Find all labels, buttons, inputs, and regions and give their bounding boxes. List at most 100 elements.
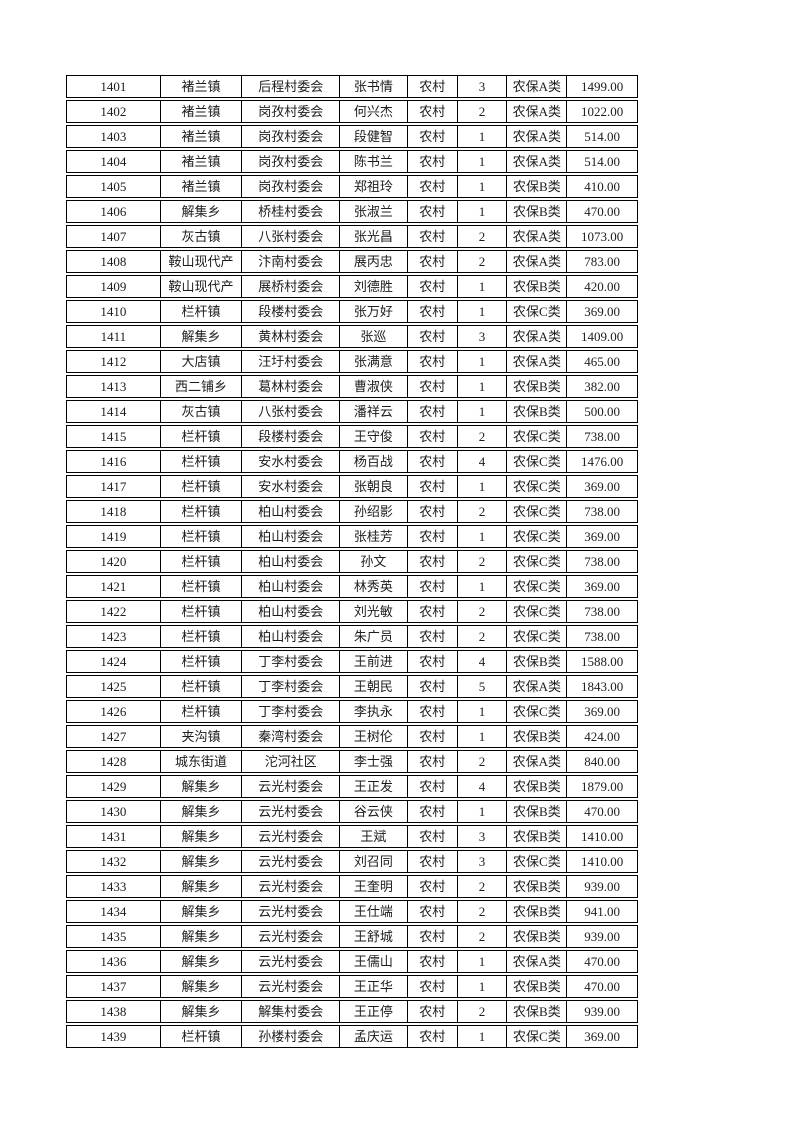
cell-person-name: 王舒城 xyxy=(340,926,408,947)
cell-person-name: 张朝良 xyxy=(340,476,408,497)
cell-person-name: 王儒山 xyxy=(340,951,408,972)
cell-residence-type: 农村 xyxy=(408,226,458,247)
cell-residence-type: 农村 xyxy=(408,526,458,547)
cell-serial-number: 1423 xyxy=(67,626,161,647)
cell-residence-type: 农村 xyxy=(408,276,458,297)
cell-town-name: 灰古镇 xyxy=(161,401,243,422)
cell-amount: 738.00 xyxy=(584,604,621,619)
cell-person-count: 1 xyxy=(458,976,508,997)
cell-insurance-category: 农保A类 xyxy=(507,351,568,372)
cell-person-count: 1 xyxy=(458,576,508,597)
cell-town-name: 栏杆镇 xyxy=(161,651,243,672)
cell-serial-number: 1414 xyxy=(67,401,161,422)
cell-residence-type: 农村 xyxy=(408,951,458,972)
cell-amount: 939.00 xyxy=(584,929,621,944)
cell-person-count: 4 xyxy=(458,651,508,672)
cell-person-count: 2 xyxy=(458,751,508,772)
cell-person-count: 1 xyxy=(458,301,508,322)
cell-amount: 1410.00 xyxy=(581,854,624,869)
cell-serial-number: 1434 xyxy=(67,901,161,922)
cell-amount: 369.00 xyxy=(584,704,621,719)
cell-residence-type: 农村 xyxy=(408,601,458,622)
cell-residence-type: 农村 xyxy=(408,776,458,797)
cell-person-count: 1 xyxy=(458,176,508,197)
cell-person-count: 3 xyxy=(458,851,508,872)
cell-serial-number: 1430 xyxy=(67,801,161,822)
cell-person-count: 2 xyxy=(458,1001,508,1022)
table-row: 1414 灰古镇 八张村委会 潘祥云 农村 1 农保B类 500.00 xyxy=(66,400,638,423)
cell-serial-number: 1405 xyxy=(67,176,161,197)
cell-residence-type: 农村 xyxy=(408,826,458,847)
cell-person-name: 李执永 xyxy=(340,701,408,722)
cell-town-name: 解集乡 xyxy=(161,201,243,222)
cell-village-committee: 丁李村委会 xyxy=(242,676,341,697)
cell-person-count: 2 xyxy=(458,876,508,897)
cell-person-count: 1 xyxy=(458,951,508,972)
cell-person-count: 1 xyxy=(458,726,508,747)
cell-town-name: 解集乡 xyxy=(161,876,243,897)
cell-village-committee: 云光村委会 xyxy=(242,801,341,822)
cell-person-name: 张淑兰 xyxy=(340,201,408,222)
cell-town-name: 栏杆镇 xyxy=(161,451,243,472)
table-row: 1402 褚兰镇 岗孜村委会 何兴杰 农村 2 农保A类 1022.00 xyxy=(66,100,638,123)
cell-village-committee: 八张村委会 xyxy=(242,226,341,247)
table-row: 1409 鞍山现代产 展桥村委会 刘德胜 农村 1 农保B类 420.00 xyxy=(66,275,638,298)
cell-person-name: 王前进 xyxy=(340,651,408,672)
cell-town-name: 褚兰镇 xyxy=(161,101,243,122)
cell-residence-type: 农村 xyxy=(408,76,458,97)
cell-residence-type: 农村 xyxy=(408,551,458,572)
cell-town-name: 栏杆镇 xyxy=(161,576,243,597)
cell-person-name: 张万好 xyxy=(340,301,408,322)
cell-person-count: 2 xyxy=(458,901,508,922)
cell-residence-type: 农村 xyxy=(408,401,458,422)
table-row: 1408 鞍山现代产 汴南村委会 展丙忠 农村 2 农保A类 783.00 xyxy=(66,250,638,273)
cell-insurance-category: 农保A类 xyxy=(507,76,568,97)
cell-person-name: 张满意 xyxy=(340,351,408,372)
cell-person-name: 刘德胜 xyxy=(340,276,408,297)
cell-serial-number: 1402 xyxy=(67,101,161,122)
table-row: 1434 解集乡 云光村委会 王仕端 农村 2 农保B类 941.00 xyxy=(66,900,638,923)
table-row: 1411 解集乡 黄林村委会 张巡 农村 3 农保A类 1409.00 xyxy=(66,325,638,348)
cell-residence-type: 农村 xyxy=(408,326,458,347)
cell-insurance-category: 农保B类 xyxy=(507,176,568,197)
cell-person-count: 1 xyxy=(458,276,508,297)
cell-insurance-category: 农保B类 xyxy=(507,876,568,897)
cell-person-name: 李士强 xyxy=(340,751,408,772)
cell-village-committee: 桥桂村委会 xyxy=(242,201,341,222)
table-row: 1433 解集乡 云光村委会 王奎明 农村 2 农保B类 939.00 xyxy=(66,875,638,898)
cell-village-committee: 后程村委会 xyxy=(242,76,341,97)
cell-town-name: 栏杆镇 xyxy=(161,676,243,697)
cell-amount: 465.00 xyxy=(584,354,621,369)
cell-amount: 470.00 xyxy=(584,954,621,969)
cell-town-name: 解集乡 xyxy=(161,951,243,972)
cell-insurance-category: 农保B类 xyxy=(507,901,568,922)
cell-residence-type: 农村 xyxy=(408,976,458,997)
cell-serial-number: 1435 xyxy=(67,926,161,947)
cell-village-committee: 展桥村委会 xyxy=(242,276,341,297)
cell-village-committee: 安水村委会 xyxy=(242,476,341,497)
cell-serial-number: 1415 xyxy=(67,426,161,447)
cell-person-count: 5 xyxy=(458,676,508,697)
cell-person-name: 孟庆运 xyxy=(340,1026,408,1047)
cell-amount: 514.00 xyxy=(584,154,621,169)
table-row: 1405 褚兰镇 岗孜村委会 郑祖玲 农村 1 农保B类 410.00 xyxy=(66,175,638,198)
cell-person-count: 1 xyxy=(458,401,508,422)
cell-village-committee: 段楼村委会 xyxy=(242,426,341,447)
cell-person-count: 4 xyxy=(458,451,508,472)
cell-insurance-category: 农保C类 xyxy=(507,501,568,522)
table-row: 1439 栏杆镇 孙楼村委会 孟庆运 农村 1 农保C类 369.00 xyxy=(66,1025,638,1048)
cell-person-count: 2 xyxy=(458,426,508,447)
cell-person-name: 展丙忠 xyxy=(340,251,408,272)
cell-insurance-category: 农保A类 xyxy=(507,126,568,147)
cell-town-name: 解集乡 xyxy=(161,776,243,797)
cell-person-name: 王奎明 xyxy=(340,876,408,897)
cell-village-committee: 段楼村委会 xyxy=(242,301,341,322)
cell-serial-number: 1413 xyxy=(67,376,161,397)
table-row: 1429 解集乡 云光村委会 王正发 农村 4 农保B类 1879.00 xyxy=(66,775,638,798)
cell-amount: 369.00 xyxy=(584,579,621,594)
cell-insurance-category: 农保A类 xyxy=(507,101,568,122)
cell-amount: 514.00 xyxy=(584,129,621,144)
cell-serial-number: 1436 xyxy=(67,951,161,972)
cell-village-committee: 云光村委会 xyxy=(242,976,341,997)
